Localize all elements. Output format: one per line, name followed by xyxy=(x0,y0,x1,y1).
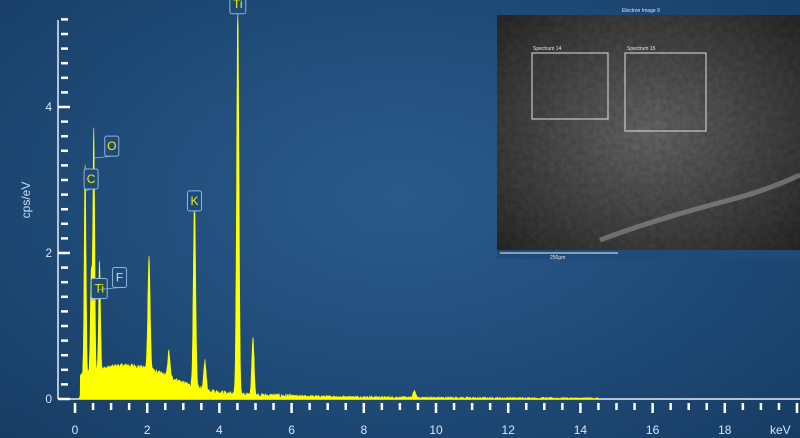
peak-label-ti: Ti xyxy=(230,0,246,16)
x-tick-label: 6 xyxy=(288,423,295,437)
x-tick-label: 0 xyxy=(72,423,79,437)
x-tick-label: 18 xyxy=(718,423,732,437)
x-tick-label: 4 xyxy=(216,423,223,437)
scale-bar-strip xyxy=(497,250,800,259)
peak-labels-group: C O Ti F K Ti xyxy=(84,0,246,300)
peak-label-text: K xyxy=(190,194,198,208)
spectrum-15-label: Spectrum 15 xyxy=(627,46,656,52)
peak-label-c: C xyxy=(84,169,98,191)
y-tick-label: 4 xyxy=(45,100,52,114)
x-tick-label: 10 xyxy=(429,423,443,437)
y-axis-title: cps/eV xyxy=(19,182,33,219)
peak-label-ti: Ti xyxy=(91,278,107,300)
peak-label-k: K xyxy=(187,191,201,213)
peak-label-text: Ti xyxy=(233,0,243,11)
spectrum-14-label: Spectrum 14 xyxy=(533,46,562,52)
scale-bar-label: 250µm xyxy=(550,255,565,261)
x-tick-label: 2 xyxy=(144,423,151,437)
peak-label-o: O xyxy=(94,136,119,158)
x-axis-title: keV xyxy=(770,423,791,437)
peak-label-text: C xyxy=(87,172,96,186)
peak-label-text: F xyxy=(116,271,123,285)
x-tick-label: 16 xyxy=(646,423,660,437)
y-tick-label: 0 xyxy=(45,392,52,406)
peak-label-text: O xyxy=(107,139,116,153)
sem-inset: Electron Image 9 Spectrum 14 Spectrum 15… xyxy=(497,8,800,261)
x-tick-label: 8 xyxy=(360,423,367,437)
x-tick-label: 14 xyxy=(574,423,588,437)
x-tick-label: 12 xyxy=(502,423,516,437)
sem-title: Electron Image 9 xyxy=(622,8,660,14)
peak-label-text: Ti xyxy=(94,281,104,295)
y-tick-label: 2 xyxy=(45,246,52,260)
